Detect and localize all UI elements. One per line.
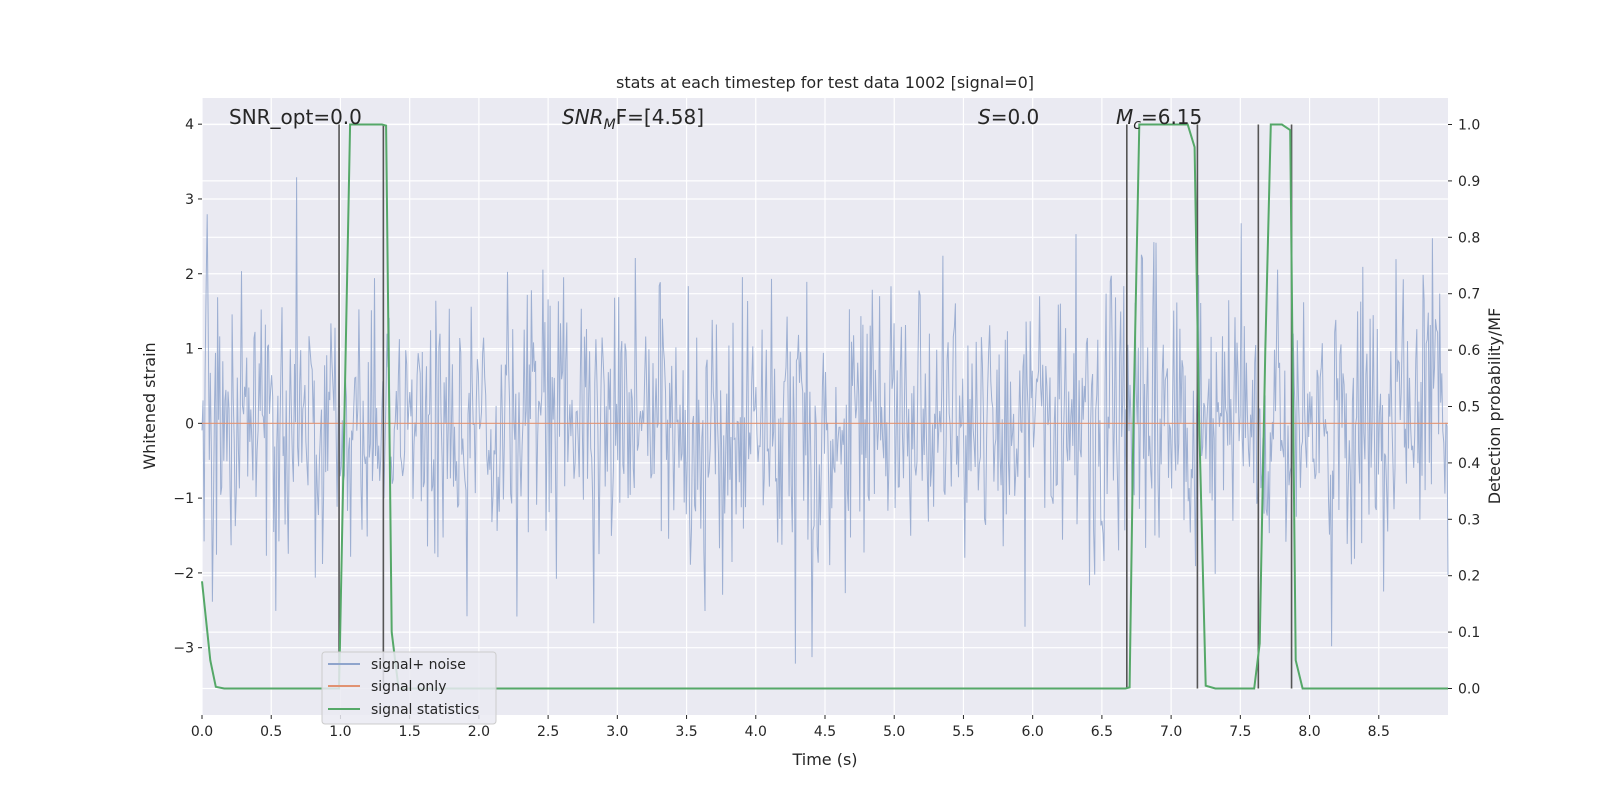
- x-tick-label-3: 1.5: [399, 724, 421, 740]
- annotation-mc-rest: =6.15: [1141, 105, 1202, 129]
- y2-tick-label-5: 0.5: [1458, 400, 1480, 416]
- annotation-snr-mf: SNRMF=[4.58]: [562, 105, 704, 133]
- x-tick-labels: 0.0 0.5 1.0 1.5 2.0 2.5 3.0 3.5 4.0 4.5 5.0 5.5 6.0 6…: [191, 715, 1390, 740]
- y2-tick-label-1: 0.1: [1458, 625, 1480, 641]
- annotation-mc-sub: c: [1133, 117, 1141, 133]
- signal-statistics-series: [201, 123, 1448, 690]
- x-tick-label-15: 7.5: [1229, 724, 1251, 740]
- y2-tick-label-2: 0.2: [1458, 569, 1480, 585]
- y-tick-label-0: −3: [173, 641, 194, 657]
- y-tick-label-5: 2: [185, 267, 194, 283]
- noise-line: [201, 177, 1449, 664]
- vertical-markers: [338, 124, 1293, 689]
- legend-box: [321, 651, 497, 725]
- y-axis-label: Whitened strain: [140, 342, 159, 469]
- chart-title: stats at each timestep for test data 100…: [616, 73, 1034, 92]
- y2-tick-label-3: 0.3: [1458, 512, 1480, 528]
- x-tick-label-16: 8.0: [1298, 724, 1320, 740]
- annotation-s-main: S: [978, 105, 991, 129]
- annotation-snr-opt: SNR_opt=0.0: [229, 105, 362, 129]
- x-tick-label-9: 4.5: [814, 724, 836, 740]
- y2-tick-labels: 0.0 0.1 0.2 0.3 0.4 0.5 0.6 0.7 0.8 0.9 1.0: [1448, 118, 1480, 697]
- y2-axis-label: Detection probability/MF: [1485, 308, 1504, 505]
- legend-label-noise: signal+ noise: [371, 657, 466, 673]
- y2-tick-label-0: 0.0: [1458, 681, 1480, 697]
- noise-series: [201, 177, 1449, 664]
- annotation-s: S=0.0: [978, 105, 1039, 129]
- x-tick-label-6: 3.0: [606, 724, 628, 740]
- y-tick-label-3: 0: [185, 416, 194, 432]
- legend-label-stats: signal statistics: [371, 702, 479, 718]
- annotation-snr-mf-rest: F=[4.58]: [616, 105, 704, 129]
- x-axis-label: Time (s): [791, 750, 857, 769]
- x-tick-label-8: 4.0: [745, 724, 767, 740]
- signal-statistics-line: [201, 123, 1448, 690]
- x-tick-label-7: 3.5: [675, 724, 697, 740]
- annotation-snr-mf-main: SNR: [562, 105, 604, 129]
- x-tick-label-5: 2.5: [537, 724, 559, 740]
- x-tick-label-1: 0.5: [260, 724, 282, 740]
- legend: signal+ noise signal only signal statist…: [321, 651, 497, 725]
- y2-tick-label-8: 0.8: [1458, 230, 1480, 246]
- y-tick-label-6: 3: [185, 192, 194, 208]
- y2-tick-label-10: 1.0: [1458, 118, 1480, 134]
- legend-label-signal: signal only: [371, 679, 446, 695]
- x-tick-label-14: 7.0: [1160, 724, 1182, 740]
- annotation-s-rest: =0.0: [991, 105, 1040, 129]
- y2-tick-label-7: 0.7: [1458, 287, 1480, 303]
- x-tick-label-17: 8.5: [1368, 724, 1390, 740]
- y2-tick-label-4: 0.4: [1458, 456, 1480, 472]
- annotation-mc-main: M: [1116, 105, 1133, 129]
- y-tick-label-4: 1: [185, 342, 194, 358]
- x-tick-label-0: 0.0: [191, 724, 213, 740]
- y-tick-label-2: −1: [173, 491, 194, 507]
- x-tick-label-4: 2.0: [468, 724, 490, 740]
- x-tick-label-2: 1.0: [329, 724, 351, 740]
- y-tick-label-1: −2: [173, 566, 194, 582]
- y-tick-labels: −3 −2 −1 0 1 2 3 4: [173, 117, 202, 657]
- annotation-snr-mf-sub: M: [604, 117, 616, 133]
- x-tick-label-13: 6.5: [1091, 724, 1113, 740]
- x-tick-label-12: 6.0: [1022, 724, 1044, 740]
- annotation-mc: Mc=6.15: [1116, 105, 1202, 133]
- x-tick-label-10: 5.0: [883, 724, 905, 740]
- y2-tick-label-9: 0.9: [1458, 174, 1480, 190]
- y2-tick-label-6: 0.6: [1458, 343, 1480, 359]
- x-tick-label-11: 5.5: [952, 724, 974, 740]
- y-tick-label-7: 4: [185, 117, 194, 133]
